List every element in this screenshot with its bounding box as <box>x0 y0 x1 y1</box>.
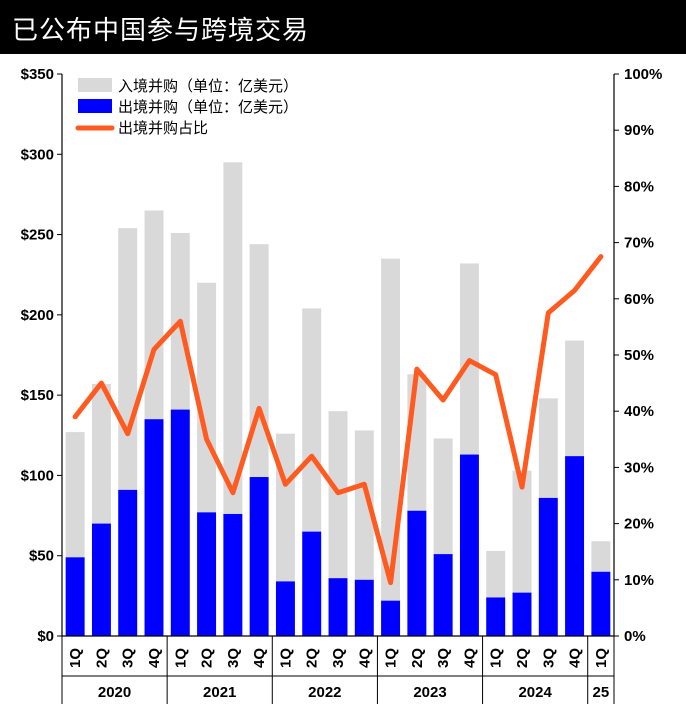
right-tick-label: 90% <box>624 122 654 139</box>
outbound-bar <box>302 531 322 636</box>
right-tick-label: 0% <box>624 628 646 645</box>
category-label: 1Q <box>277 648 294 668</box>
left-tick-label: $0 <box>37 628 54 645</box>
category-label: 3Q <box>225 648 242 668</box>
right-tick-label: 40% <box>624 403 654 420</box>
outbound-bar <box>565 456 585 636</box>
category-label: 3Q <box>120 648 137 668</box>
category-label: 3Q <box>540 648 557 668</box>
legend-swatch <box>78 99 112 113</box>
legend-swatch <box>78 78 112 92</box>
category-label: 1Q <box>172 648 189 668</box>
category-label: 1Q <box>593 648 610 668</box>
outbound-bar <box>538 497 558 636</box>
category-label: 4Q <box>146 648 163 668</box>
outbound-bar <box>275 581 295 636</box>
chart-title-bar: 已公布中国参与跨境交易 <box>0 0 686 54</box>
right-tick-label: 100% <box>624 66 662 83</box>
chart-title: 已公布中国参与跨境交易 <box>12 16 310 46</box>
outbound-bar <box>249 477 269 636</box>
outbound-bar <box>91 523 111 636</box>
ratio-line <box>72 254 604 586</box>
legend-label: 出境并购（单位：亿美元） <box>118 98 298 116</box>
outbound-bar <box>486 597 506 636</box>
year-label: 2023 <box>413 684 446 701</box>
legend-label: 出境并购占比 <box>118 119 208 137</box>
right-tick-label: 30% <box>624 459 654 476</box>
left-tick-label: $250 <box>21 227 54 244</box>
category-label: 3Q <box>330 648 347 668</box>
outbound-bar <box>328 578 348 636</box>
outbound-bar <box>223 513 243 636</box>
outbound-bar <box>118 489 138 636</box>
left-tick-label: $200 <box>21 307 54 324</box>
right-tick-label: 20% <box>624 516 654 533</box>
left-tick-label: $100 <box>21 467 54 484</box>
category-label: 1Q <box>488 648 505 668</box>
outbound-bar <box>197 512 217 636</box>
year-label: 2024 <box>518 684 552 701</box>
category-label: 2Q <box>93 648 110 668</box>
category-label: 2Q <box>514 648 531 668</box>
category-label: 4Q <box>251 648 268 668</box>
left-tick-label: $150 <box>21 387 54 404</box>
right-tick-label: 10% <box>624 572 654 589</box>
right-tick-label: 70% <box>624 235 654 252</box>
outbound-bar <box>65 557 85 636</box>
left-tick-label: $50 <box>29 548 54 565</box>
right-tick-label: 50% <box>624 347 654 364</box>
outbound-bar <box>354 579 374 636</box>
outbound-bar <box>381 600 401 636</box>
right-tick-label: 80% <box>624 178 654 195</box>
legend-label: 入境并购（单位：亿美元） <box>118 77 298 95</box>
outbound-bar <box>407 510 427 636</box>
category-label: 4Q <box>356 648 373 668</box>
category-label: 1Q <box>383 648 400 668</box>
right-tick-label: 60% <box>624 291 654 308</box>
category-label: 2Q <box>199 648 216 668</box>
outbound-bar <box>591 571 611 636</box>
outbound-bar <box>512 592 532 636</box>
outbound-bar <box>459 454 479 636</box>
year-label: 25 <box>593 684 610 701</box>
left-tick-label: $300 <box>21 146 54 163</box>
category-label: 4Q <box>567 648 584 668</box>
outbound-bar <box>144 419 164 636</box>
year-label: 2020 <box>98 684 131 701</box>
left-tick-label: $350 <box>21 66 54 83</box>
category-label: 2Q <box>304 648 321 668</box>
year-label: 2022 <box>308 684 341 701</box>
category-label: 1Q <box>67 648 84 668</box>
outbound-bar <box>433 554 453 636</box>
category-label: 3Q <box>435 648 452 668</box>
category-label: 2Q <box>409 648 426 668</box>
outbound-bar <box>170 409 190 636</box>
category-label: 4Q <box>461 648 478 668</box>
year-label: 2021 <box>203 684 236 701</box>
